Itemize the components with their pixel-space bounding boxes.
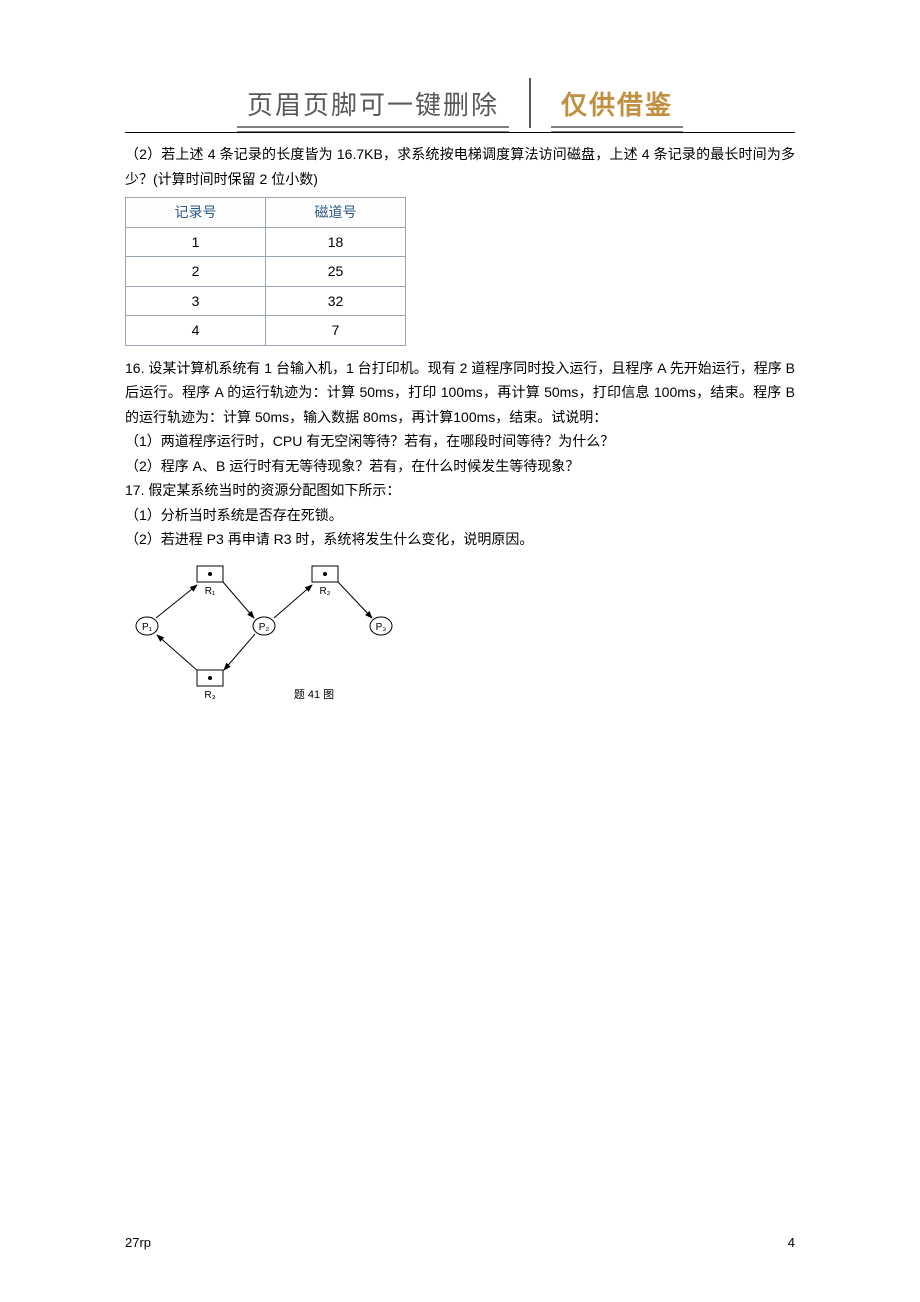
q17-sub2: （2）若进程 P3 再申请 R3 时，系统将发生什么变化，说明原因。 bbox=[125, 527, 795, 552]
table-row: 1 18 bbox=[126, 227, 406, 257]
node-r3-label: R₃ bbox=[204, 690, 215, 701]
node-r2-label: R₂ bbox=[319, 586, 330, 597]
table-cell: 1 bbox=[126, 227, 266, 257]
diagram-caption: 题 41 图 bbox=[294, 688, 334, 701]
table-cell: 18 bbox=[266, 227, 406, 257]
node-r1: R₁ bbox=[197, 566, 223, 597]
q16-sub2: （2）程序 A、B 运行时有无等待现象？若有，在什么时候发生等待现象？ bbox=[125, 454, 795, 479]
node-p2: P₂ bbox=[253, 617, 275, 635]
header-right-text: 仅供借鉴 bbox=[561, 85, 673, 122]
node-p1-label: P₁ bbox=[142, 622, 153, 633]
table-header-track: 磁道号 bbox=[266, 198, 406, 228]
table-cell: 4 bbox=[126, 316, 266, 346]
node-r3: R₃ bbox=[197, 670, 223, 701]
q16-sub1: （1）两道程序运行时，CPU 有无空闲等待？若有，在哪段时间等待？为什么？ bbox=[125, 429, 795, 454]
footer-left: 27rp bbox=[125, 1235, 151, 1250]
table-row: 4 7 bbox=[126, 316, 406, 346]
node-p3-label: P₃ bbox=[376, 622, 387, 633]
header-rule bbox=[125, 132, 795, 133]
q16-main: 16. 设某计算机系统有 1 台输入机，1 台打印机。现有 2 道程序同时投入运… bbox=[125, 356, 795, 430]
page-header: 页眉页脚可一键删除 仅供借鉴 bbox=[130, 78, 790, 128]
table-cell: 25 bbox=[266, 257, 406, 287]
header-divider bbox=[529, 78, 531, 128]
table-header-record: 记录号 bbox=[126, 198, 266, 228]
q17-main: 17. 假定某系统当时的资源分配图如下所示： bbox=[125, 478, 795, 503]
q17-sub1: （1）分析当时系统是否存在死锁。 bbox=[125, 503, 795, 528]
table-cell: 2 bbox=[126, 257, 266, 287]
page-content: （2）若上述 4 条记录的长度皆为 16.7KB，求系统按电梯调度算法访问磁盘，… bbox=[125, 142, 795, 713]
node-r2: R₂ bbox=[312, 566, 338, 597]
footer-page-number: 4 bbox=[788, 1235, 795, 1250]
header-left-text: 页眉页脚可一键删除 bbox=[247, 85, 499, 122]
table-row: 2 25 bbox=[126, 257, 406, 287]
table-cell: 32 bbox=[266, 286, 406, 316]
node-p3: P₃ bbox=[370, 617, 392, 635]
table-cell: 3 bbox=[126, 286, 266, 316]
record-table: 记录号 磁道号 1 18 2 25 3 32 4 7 bbox=[125, 197, 406, 346]
q15-part2: （2）若上述 4 条记录的长度皆为 16.7KB，求系统按电梯调度算法访问磁盘，… bbox=[125, 142, 795, 191]
resource-allocation-diagram: P₁ P₂ P₃ R₁ R₂ bbox=[129, 556, 795, 714]
table-cell: 7 bbox=[266, 316, 406, 346]
node-r1-label: R₁ bbox=[205, 586, 216, 597]
table-row: 3 32 bbox=[126, 286, 406, 316]
node-p1: P₁ bbox=[136, 617, 158, 635]
node-p2-label: P₂ bbox=[259, 622, 270, 633]
